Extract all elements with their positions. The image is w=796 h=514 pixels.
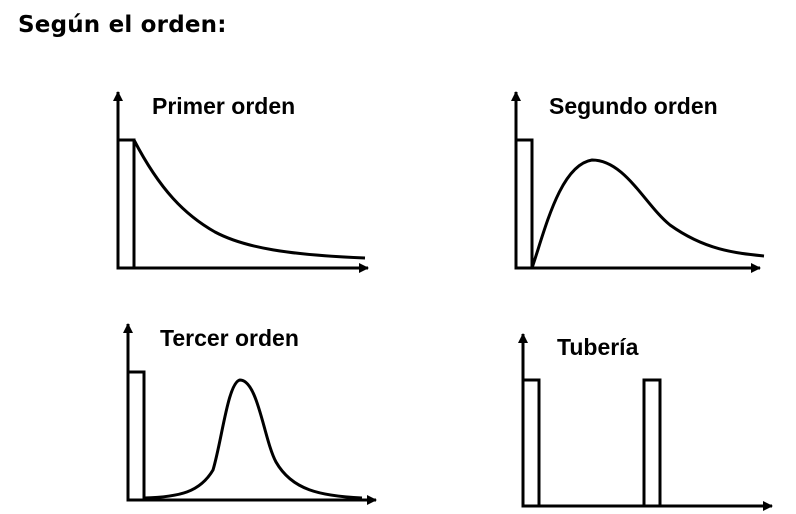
- response-curve: [143, 378, 363, 500]
- panel-label-first-order: Primer orden: [152, 93, 295, 119]
- panel-first-order: Primer orden: [113, 91, 369, 273]
- panel-label-third-order: Tercer orden: [160, 325, 299, 351]
- output-pulse: [642, 378, 662, 508]
- input-pulse: [514, 138, 534, 270]
- input-pulse: [116, 138, 136, 270]
- panel-pipe: Tubería: [518, 333, 773, 511]
- panel-label-pipe: Tubería: [557, 334, 639, 360]
- page-title: Según el orden:: [18, 12, 227, 38]
- input-pulse: [521, 378, 541, 508]
- input-pulse: [126, 370, 146, 502]
- response-curve: [132, 139, 366, 260]
- panel-label-second-order: Segundo orden: [549, 93, 718, 119]
- panel-second-order: Segundo orden: [511, 91, 765, 273]
- response-curve: [530, 158, 765, 269]
- panel-third-order: Tercer orden: [123, 323, 377, 505]
